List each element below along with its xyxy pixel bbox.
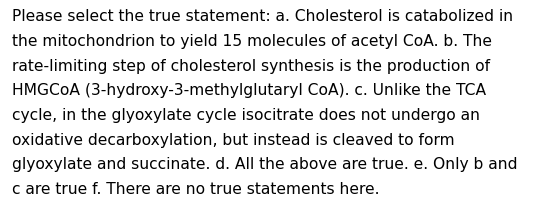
Text: the mitochondrion to yield 15 molecules of acetyl CoA. b. The: the mitochondrion to yield 15 molecules … (12, 34, 492, 49)
Text: glyoxylate and succinate. d. All the above are true. e. Only b and: glyoxylate and succinate. d. All the abo… (12, 157, 518, 172)
Text: c are true f. There are no true statements here.: c are true f. There are no true statemen… (12, 182, 380, 197)
Text: HMGCoA (3-hydroxy-3-methylglutaryl CoA). c. Unlike the TCA: HMGCoA (3-hydroxy-3-methylglutaryl CoA).… (12, 83, 487, 98)
Text: Please select the true statement: a. Cholesterol is catabolized in: Please select the true statement: a. Cho… (12, 9, 513, 24)
Text: oxidative decarboxylation, but instead is cleaved to form: oxidative decarboxylation, but instead i… (12, 133, 455, 148)
Text: rate-limiting step of cholesterol synthesis is the production of: rate-limiting step of cholesterol synthe… (12, 59, 490, 74)
Text: cycle, in the glyoxylate cycle isocitrate does not undergo an: cycle, in the glyoxylate cycle isocitrat… (12, 108, 480, 123)
